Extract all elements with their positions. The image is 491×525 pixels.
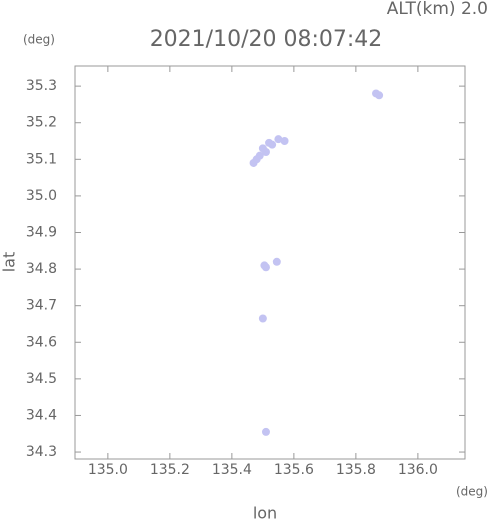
y-tick-label: 35.1 — [26, 151, 57, 167]
echo-point — [261, 263, 270, 272]
y-unit: (deg) — [23, 33, 55, 47]
x-tick-label: 136.0 — [398, 462, 438, 478]
echo-point — [261, 427, 270, 436]
y-tick-label: 34.4 — [26, 407, 57, 423]
echo-point — [280, 137, 289, 146]
y-tick-label: 35.0 — [26, 188, 57, 204]
echo-point — [274, 135, 283, 144]
y-tick-label: 35.3 — [26, 78, 57, 94]
plot-frame — [74, 65, 466, 460]
y-tick-label: 34.3 — [26, 444, 57, 460]
y-tick-label: 35.2 — [26, 115, 57, 131]
x-unit: (deg) — [456, 485, 488, 499]
chart-title: 2021/10/20 08:07:42 — [150, 27, 383, 52]
chart-subtitle: ALT(km) 2.0 — [387, 0, 488, 19]
y-tick-label: 34.9 — [26, 224, 57, 240]
echo-point — [375, 91, 384, 100]
x-tick-label: 135.0 — [88, 462, 128, 478]
echo-point — [252, 155, 261, 164]
echo-point — [265, 138, 274, 147]
y-tick-label: 34.6 — [26, 334, 57, 350]
y-tick-label: 34.5 — [26, 371, 57, 387]
x-tick-label: 135.4 — [212, 462, 252, 478]
echo-point — [258, 314, 267, 323]
y-tick-label: 34.8 — [26, 261, 57, 277]
echo-point — [272, 257, 281, 266]
x-tick-label: 135.8 — [336, 462, 376, 478]
x-tick-label: 135.6 — [274, 462, 314, 478]
y-tick-label: 34.7 — [26, 298, 57, 314]
echo-point — [258, 144, 267, 153]
x-axis-label: lon — [253, 504, 277, 522]
y-axis-label: lat — [0, 252, 19, 273]
x-tick-label: 135.2 — [150, 462, 190, 478]
